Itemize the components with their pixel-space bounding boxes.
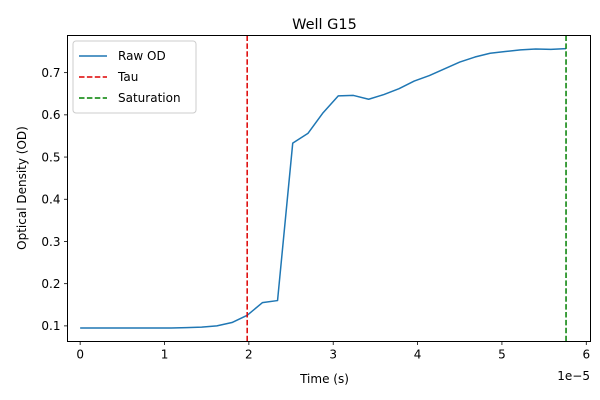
x-tick-label: 0 [76, 348, 84, 362]
plot-frame [67, 35, 591, 342]
x-tick-label: 1 [161, 348, 169, 362]
y-axis: 0.1 0.2 0.3 0.4 0.5 0.6 0.7 [41, 66, 68, 333]
y-tick-label: 0.4 [41, 193, 60, 207]
y-tick-label: 0.5 [41, 150, 60, 164]
plot-area [80, 35, 567, 342]
legend-label-tau: Tau [117, 70, 138, 84]
x-tick-label: 5 [498, 348, 506, 362]
x-axis-label: Time (s) [299, 372, 349, 386]
y-tick-label: 0.3 [41, 235, 60, 249]
chart-title: Well G15 [292, 17, 357, 33]
y-tick-label: 0.1 [41, 319, 60, 333]
x-tick-label: 4 [414, 348, 422, 362]
legend: Raw OD Tau Saturation [72, 40, 197, 114]
y-tick-label: 0.2 [41, 277, 60, 291]
x-axis-offset-label: 1e−5 [557, 369, 590, 383]
legend-label-raw-od: Raw OD [118, 49, 166, 63]
legend-label-saturation: Saturation [118, 91, 181, 105]
x-tick-label: 6 [582, 348, 590, 362]
x-axis: 0 1 2 3 4 5 6 [76, 341, 590, 362]
y-axis-label: Optical Density (OD) [15, 126, 29, 250]
x-tick-label: 2 [245, 348, 253, 362]
x-tick-label: 3 [329, 348, 337, 362]
y-tick-label: 0.6 [41, 108, 60, 122]
y-tick-label: 0.7 [41, 66, 60, 80]
series-line-raw-od [80, 47, 567, 329]
legend-box [72, 40, 197, 114]
